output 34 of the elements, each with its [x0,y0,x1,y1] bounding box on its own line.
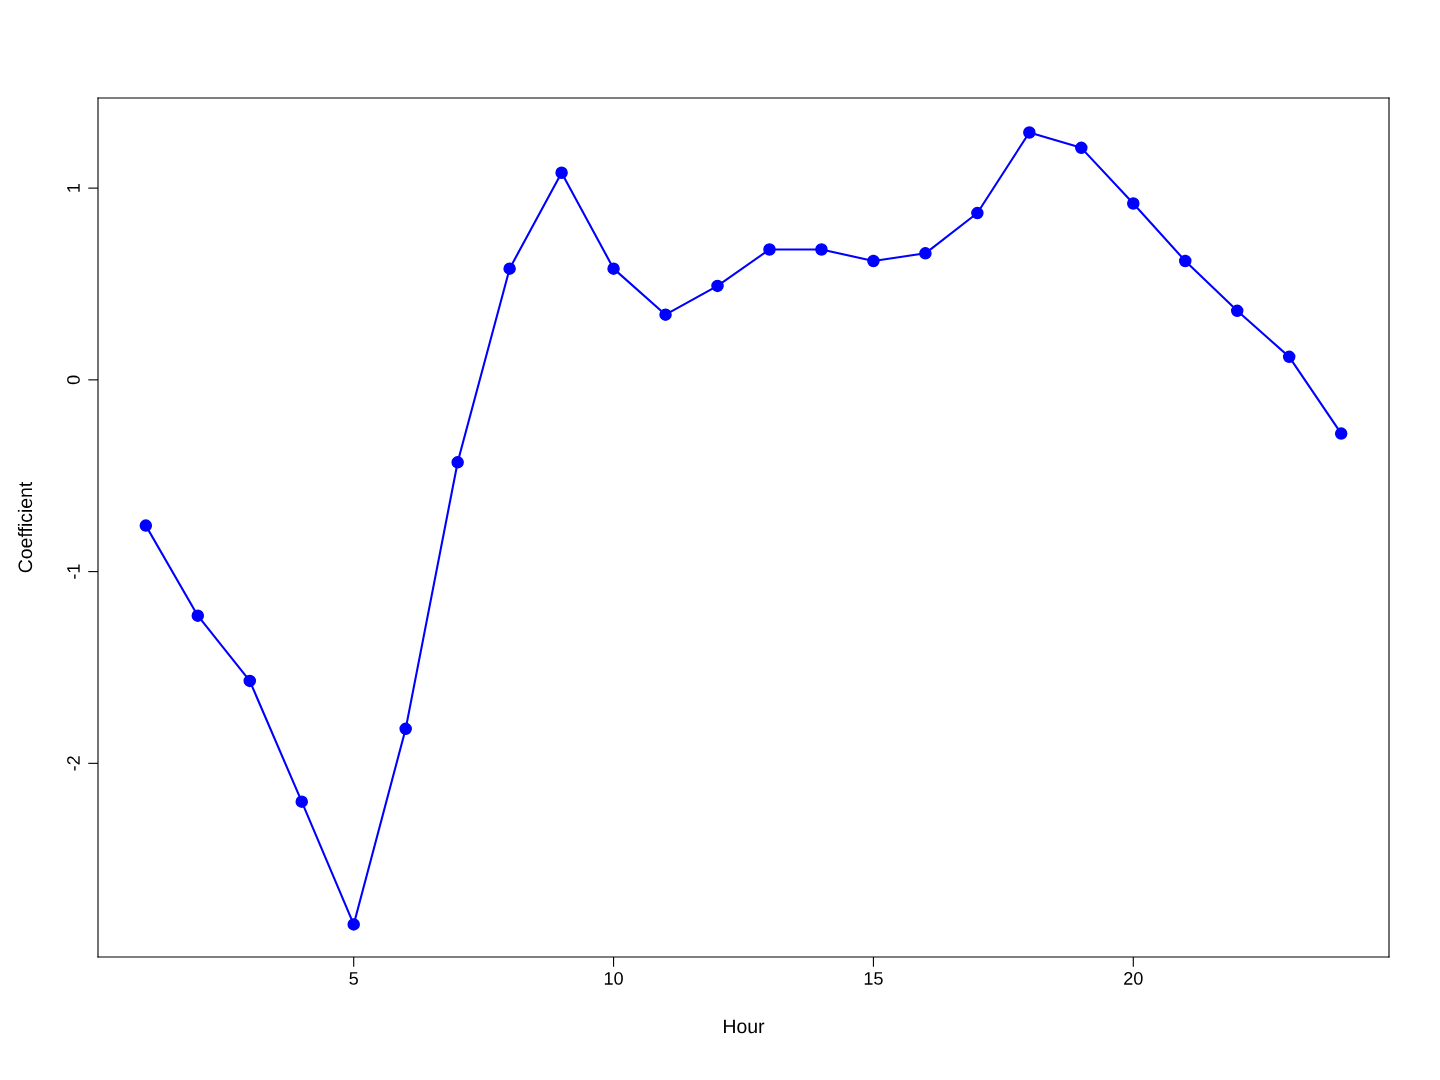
point [711,279,724,293]
point [243,674,257,688]
y-tick-label: -1 [67,564,80,579]
point [191,609,205,622]
point [1075,141,1088,155]
y-axis-title: Coefficient [17,481,33,573]
x-tick-label: 20 [1124,972,1143,985]
point [607,262,620,275]
y-tick-label: 1 [67,183,80,192]
point [815,243,828,256]
point [763,243,776,256]
point [1179,254,1192,268]
point [971,206,984,220]
y-tick-label: -2 [67,756,80,771]
point [1230,304,1244,318]
y-tick-label: 0 [67,375,80,385]
point [399,722,412,736]
point [1127,197,1140,210]
point [139,519,153,532]
x-tick-label: 15 [864,972,883,985]
point [451,456,464,469]
point [347,918,360,931]
point [555,166,568,180]
point [659,308,672,321]
point [919,247,932,260]
x-tick-label: 5 [349,972,358,985]
point [503,262,516,275]
x-tick-label: 10 [604,972,623,985]
point [867,254,880,268]
point [1282,350,1296,364]
point [1023,126,1036,139]
point [295,795,308,808]
x-axis-title: Hour [724,1019,765,1034]
point [1334,427,1348,440]
